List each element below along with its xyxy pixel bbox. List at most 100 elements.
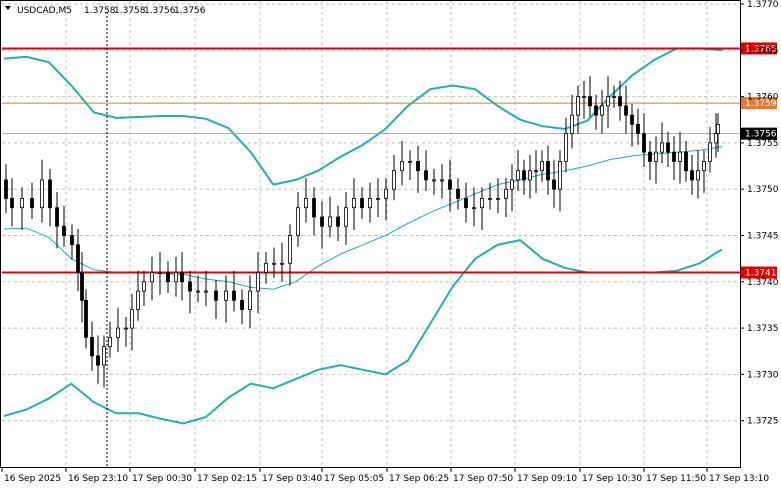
candle-bear bbox=[180, 272, 184, 283]
candle-bull bbox=[540, 161, 544, 172]
candle-bull bbox=[558, 161, 562, 190]
x-tick-label: 17 Sep 07:50 bbox=[453, 474, 513, 484]
dropdown-triangle-icon[interactable] bbox=[5, 6, 11, 10]
candlesticks bbox=[4, 76, 720, 388]
candle-bull bbox=[534, 170, 538, 173]
candle-bull bbox=[368, 198, 372, 209]
candle-bear bbox=[48, 179, 52, 209]
horizontal-levels[interactable]: 1.3765 1.3759 1.3756 1.3741 bbox=[2, 42, 777, 279]
y-tick-label: 1.3755 bbox=[747, 139, 779, 149]
y-tick-label: 1.3725 bbox=[747, 417, 779, 427]
grid-lines bbox=[0, 0, 741, 468]
candle-bull bbox=[376, 198, 380, 200]
candle-bull bbox=[196, 290, 200, 293]
candle-bear bbox=[552, 179, 556, 190]
candle-bull bbox=[102, 346, 106, 366]
candle-bull bbox=[224, 290, 228, 301]
candle-bull bbox=[702, 161, 706, 172]
candle-bull bbox=[564, 133, 568, 162]
candle-bull bbox=[606, 96, 610, 107]
candle-bull bbox=[248, 290, 252, 310]
candle-bull bbox=[142, 281, 146, 292]
candle-bull bbox=[328, 216, 332, 227]
price-box-label: 1.3756 bbox=[745, 130, 777, 140]
price-box-1.3759 bbox=[741, 97, 777, 110]
x-tick-label: 17 Sep 03:40 bbox=[262, 474, 322, 484]
candle-bear bbox=[672, 151, 676, 162]
y-tick-label: 1.3765 bbox=[747, 46, 779, 56]
bollinger-upper-line bbox=[3, 47, 723, 186]
candle-bull bbox=[108, 336, 112, 348]
x-tick-label: 17 Sep 05:05 bbox=[324, 474, 384, 484]
candle-bull bbox=[272, 262, 276, 265]
candle-bull bbox=[660, 142, 664, 153]
candle-bear bbox=[214, 290, 218, 301]
candle-bear bbox=[10, 198, 14, 209]
candle-bull bbox=[400, 161, 404, 172]
candle-bear bbox=[70, 235, 74, 246]
candle-bull bbox=[714, 133, 718, 144]
candle-bear bbox=[360, 198, 364, 209]
candle-bear bbox=[594, 105, 598, 116]
candle-bull bbox=[124, 327, 128, 330]
high-value: 1.3758 bbox=[114, 6, 146, 16]
y-tick-label: 1.3760 bbox=[747, 93, 779, 103]
chart-header: USDCAD,M5 1.3758 1.3758 1.3756 1.3756 bbox=[5, 6, 206, 16]
x-tick-label: 17 Sep 09:10 bbox=[517, 474, 577, 484]
candle-bear bbox=[232, 290, 236, 301]
candle-bull bbox=[344, 207, 348, 227]
candle-bull bbox=[174, 272, 178, 283]
symbol-label: USDCAD,M5 bbox=[17, 6, 72, 16]
price-box-1.3765 bbox=[741, 42, 777, 55]
time-axis: 16 Sep 2025 16 Sep 23:10 17 Sep 00:30 17 Se… bbox=[1, 468, 769, 484]
candle-bull bbox=[576, 96, 580, 116]
candle-bull bbox=[116, 327, 120, 338]
candle-bull bbox=[264, 262, 268, 273]
price-box-label: 1.3741 bbox=[745, 269, 777, 279]
candle-bull bbox=[136, 290, 140, 310]
candle-bear bbox=[684, 151, 688, 172]
x-tick-label: 17 Sep 00:30 bbox=[132, 474, 192, 484]
low-value: 1.3756 bbox=[144, 6, 176, 16]
candle-bear bbox=[336, 216, 340, 227]
candle-bull bbox=[678, 151, 682, 162]
candle-bull bbox=[204, 290, 208, 293]
candle-bear bbox=[666, 142, 670, 153]
candle-bear bbox=[624, 105, 628, 116]
candle-bear bbox=[448, 179, 452, 190]
open-value: 1.3758 bbox=[84, 6, 116, 16]
y-tick-label: 1.3740 bbox=[747, 278, 779, 288]
candle-bull bbox=[496, 198, 500, 200]
candle-bear bbox=[636, 123, 640, 135]
x-tick-label: 17 Sep 10:30 bbox=[582, 474, 642, 484]
x-tick-label: 16 Sep 2025 bbox=[4, 474, 61, 484]
candle-bear bbox=[4, 179, 8, 199]
candle-bull bbox=[288, 235, 292, 264]
candle-bull bbox=[480, 198, 484, 209]
candle-bull bbox=[654, 151, 658, 162]
candle-bear bbox=[90, 336, 94, 357]
close-value: 1.3756 bbox=[174, 6, 206, 16]
y-tick-label: 1.3750 bbox=[747, 185, 779, 195]
candle-bear bbox=[456, 188, 460, 199]
candle-bull bbox=[600, 105, 604, 116]
candle-bull bbox=[408, 161, 412, 163]
candle-bear bbox=[546, 161, 550, 181]
candle-bear bbox=[55, 207, 59, 227]
candle-bull bbox=[304, 198, 308, 209]
candle-bear bbox=[76, 244, 80, 273]
candle-bear bbox=[166, 272, 170, 283]
candle-bull bbox=[150, 272, 154, 283]
candle-bull bbox=[510, 179, 514, 190]
candle-bull bbox=[708, 142, 712, 162]
candle-bull bbox=[130, 309, 134, 329]
candle-bull bbox=[432, 179, 436, 182]
candle-bear bbox=[80, 272, 84, 301]
x-tick-label: 17 Sep 02:15 bbox=[197, 474, 257, 484]
candle-bear bbox=[416, 161, 420, 172]
candle-bull bbox=[384, 188, 388, 199]
candle-bear bbox=[96, 355, 100, 366]
candle-bull bbox=[582, 96, 586, 98]
x-tick-label: 17 Sep 11:50 bbox=[646, 474, 706, 484]
